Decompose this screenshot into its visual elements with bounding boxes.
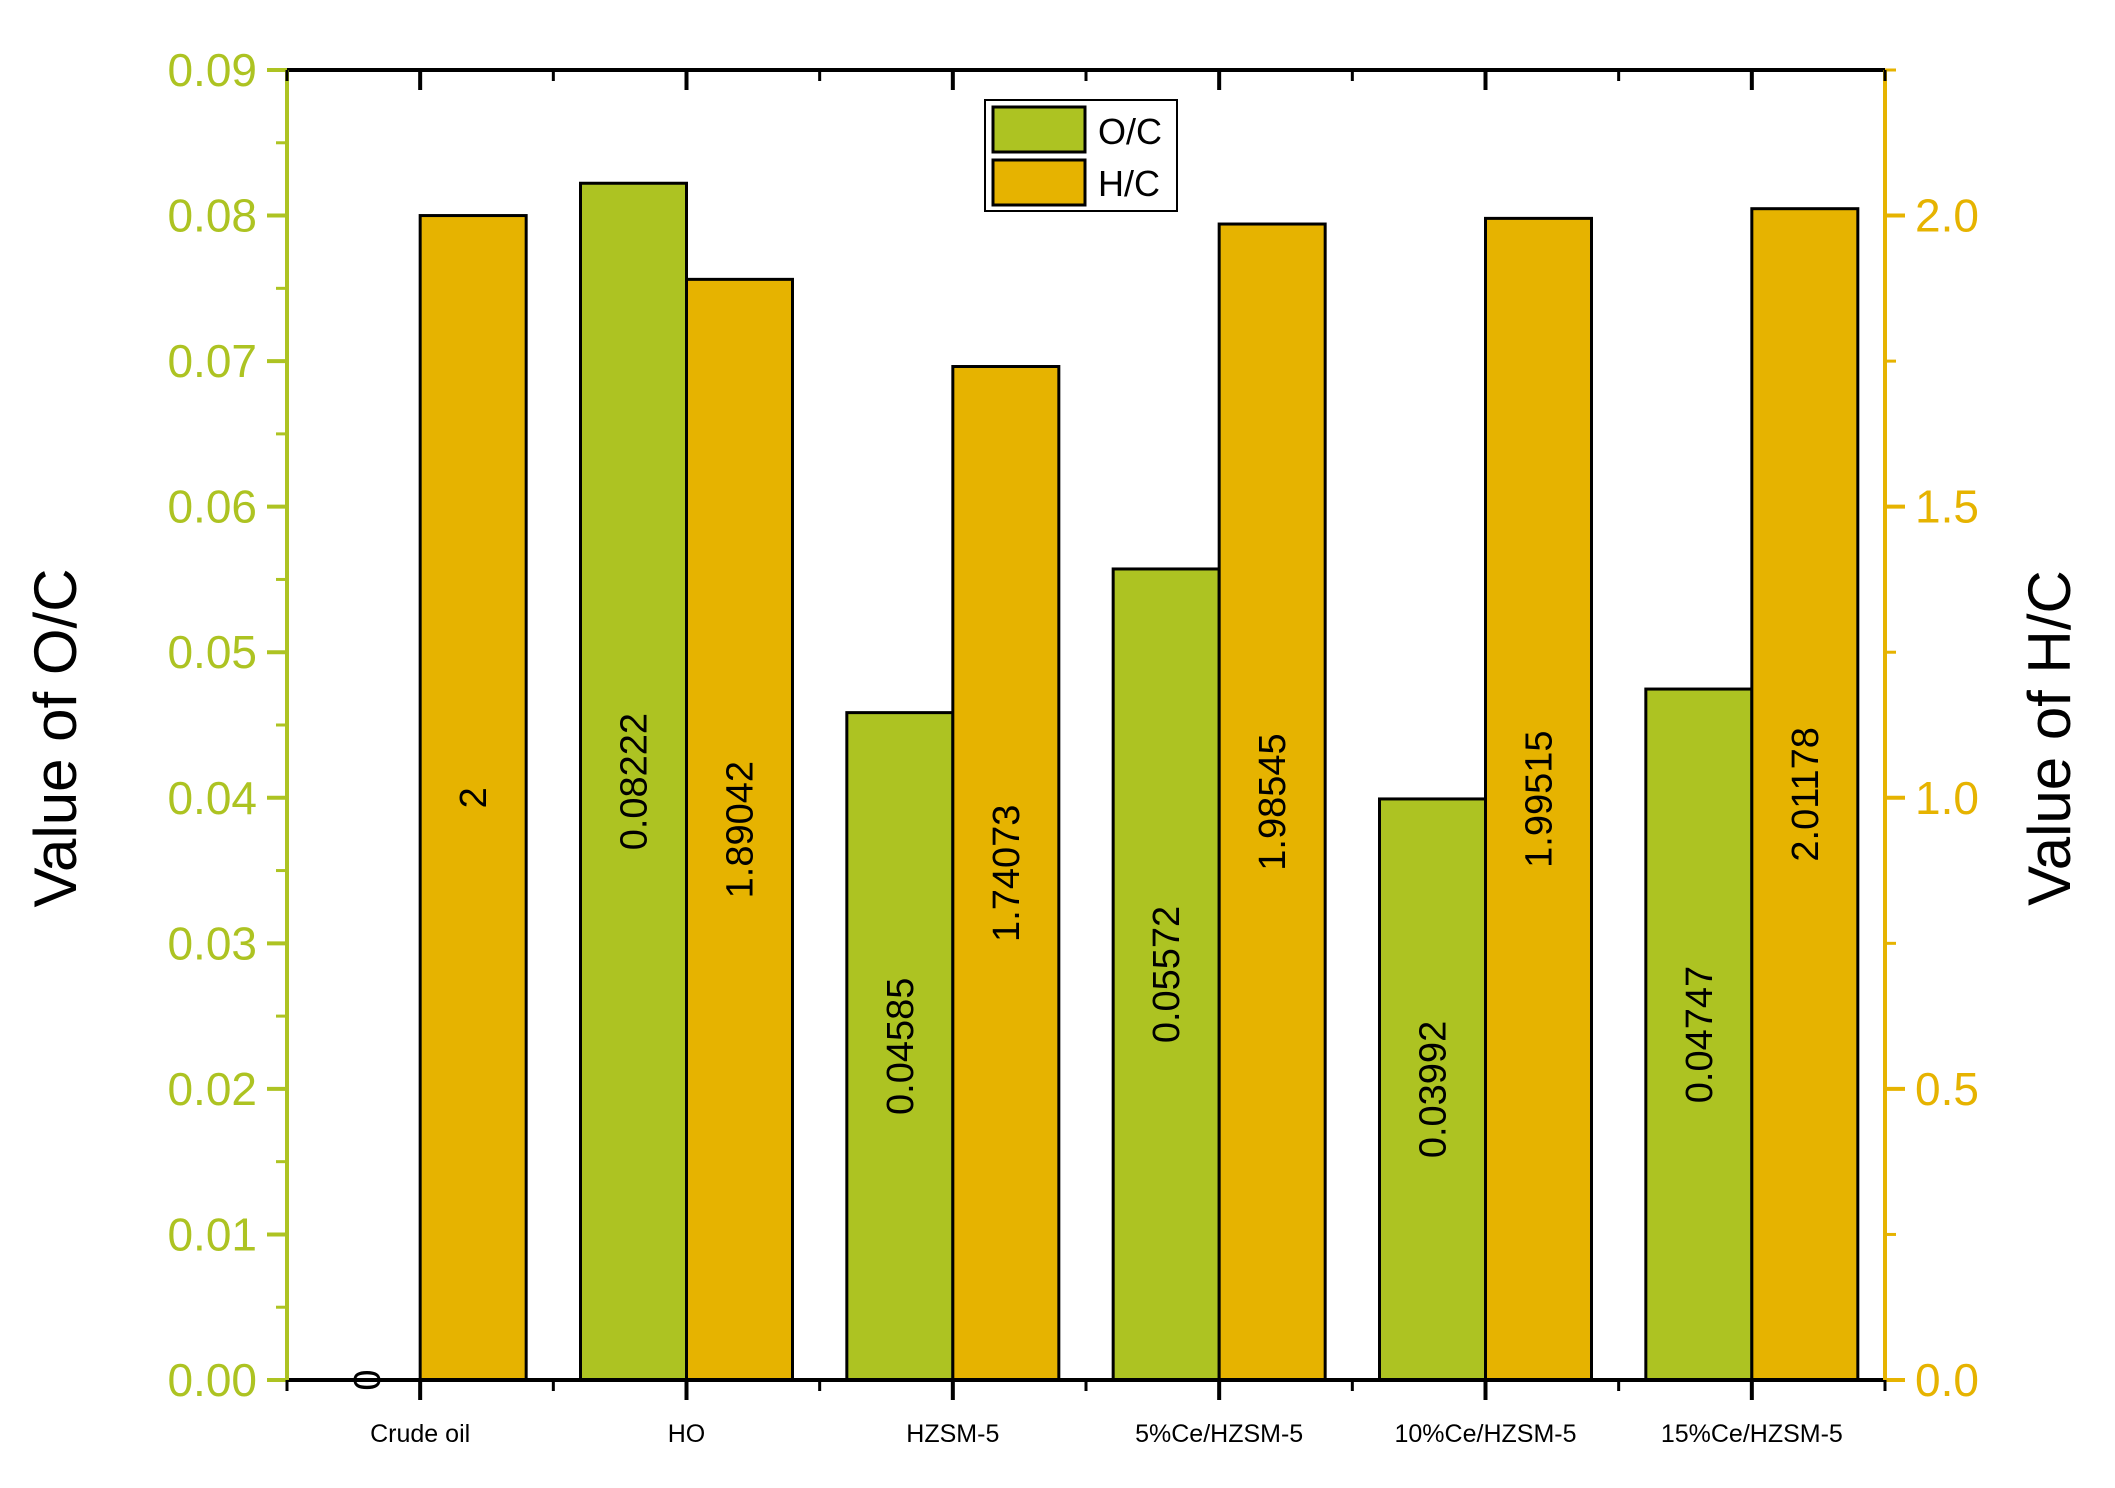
y-axis-title-right: Value of H/C <box>2016 570 2083 906</box>
x-tick-label: 15%Ce/HZSM-5 <box>1661 1420 1843 1448</box>
bar-oc-5 <box>1644 687 1754 1382</box>
right-tick-label: 0.5 <box>1915 1063 1979 1115</box>
bar-oc-1 <box>579 181 688 1382</box>
left-tick-label: 0.06 <box>167 481 257 533</box>
legend-swatch-oc <box>991 105 1087 154</box>
right-tick-label: 0.0 <box>1915 1354 1979 1406</box>
x-tick-label: 10%Ce/HZSM-5 <box>1395 1420 1577 1448</box>
bar-hc-3 <box>1217 222 1327 1382</box>
bar-label-oc-2: 0.04585 <box>880 978 922 1115</box>
left-tick-label: 0.09 <box>167 44 257 96</box>
bar-label-hc-0: 2 <box>453 787 495 808</box>
legend-swatch-hc <box>991 158 1087 207</box>
x-tick-label: HZSM-5 <box>906 1420 999 1448</box>
bar-oc-4 <box>1378 797 1487 1382</box>
bars <box>418 181 1860 1382</box>
right-tick-label: 2.0 <box>1915 190 1979 242</box>
bar-label-hc-4: 1.99515 <box>1519 731 1561 868</box>
x-tick-label: Crude oil <box>370 1420 470 1448</box>
legend-label-hc: H/C <box>1098 163 1160 204</box>
bar-label-oc-4: 0.03992 <box>1413 1021 1455 1158</box>
bar-label-oc-3: 0.05572 <box>1146 906 1188 1043</box>
left-tick-label: 0.07 <box>167 335 257 387</box>
x-axis-ticks: Crude oil HO HZSM-5 5%Ce/HZSM-5 10%Ce/HZSM-5… <box>285 70 1887 1448</box>
right-axis-ticks: 0.0 0.5 1.0 1.5 2.0 <box>1885 68 1979 1406</box>
left-tick-label: 0.02 <box>167 1063 257 1115</box>
left-tick-label: 0.00 <box>167 1354 257 1406</box>
bar-label-hc-3: 1.98545 <box>1252 733 1294 870</box>
bar-hc-4 <box>1484 216 1593 1382</box>
right-tick-label: 1.5 <box>1915 481 1979 533</box>
left-tick-label: 0.04 <box>167 772 257 824</box>
bar-label-hc-1: 1.89042 <box>720 761 762 898</box>
left-tick-label: 0.05 <box>167 626 257 678</box>
right-tick-label: 1.0 <box>1915 772 1979 824</box>
y-axis-title-left: Value of O/C <box>22 568 89 907</box>
x-tick-label: HO <box>668 1420 706 1448</box>
bar-hc-1 <box>685 277 794 1382</box>
bar-label-hc-2: 1.74073 <box>986 805 1028 942</box>
x-tick-label: 5%Ce/HZSM-5 <box>1135 1420 1303 1448</box>
left-axis-ticks: 0.00 0.01 0.02 0.03 0.04 0.05 0.06 0.07 0.08 0.09 <box>167 44 287 1406</box>
left-tick-label: 0.01 <box>167 1208 257 1260</box>
bar-label-oc-1: 0.08222 <box>614 713 656 850</box>
left-tick-label: 0.08 <box>167 190 257 242</box>
legend-label-oc: O/C <box>1098 111 1162 152</box>
legend: O/C H/C <box>984 99 1178 212</box>
bar-label-hc-5: 2.01178 <box>1785 727 1827 862</box>
bar-hc-0 <box>418 214 528 1382</box>
bar-label-oc-5: 0.04747 <box>1679 966 1721 1103</box>
left-tick-label: 0.03 <box>167 917 257 969</box>
bar-labels: 02 0.08222 1.890420.045851.740730.055721.9… <box>347 713 1827 1391</box>
